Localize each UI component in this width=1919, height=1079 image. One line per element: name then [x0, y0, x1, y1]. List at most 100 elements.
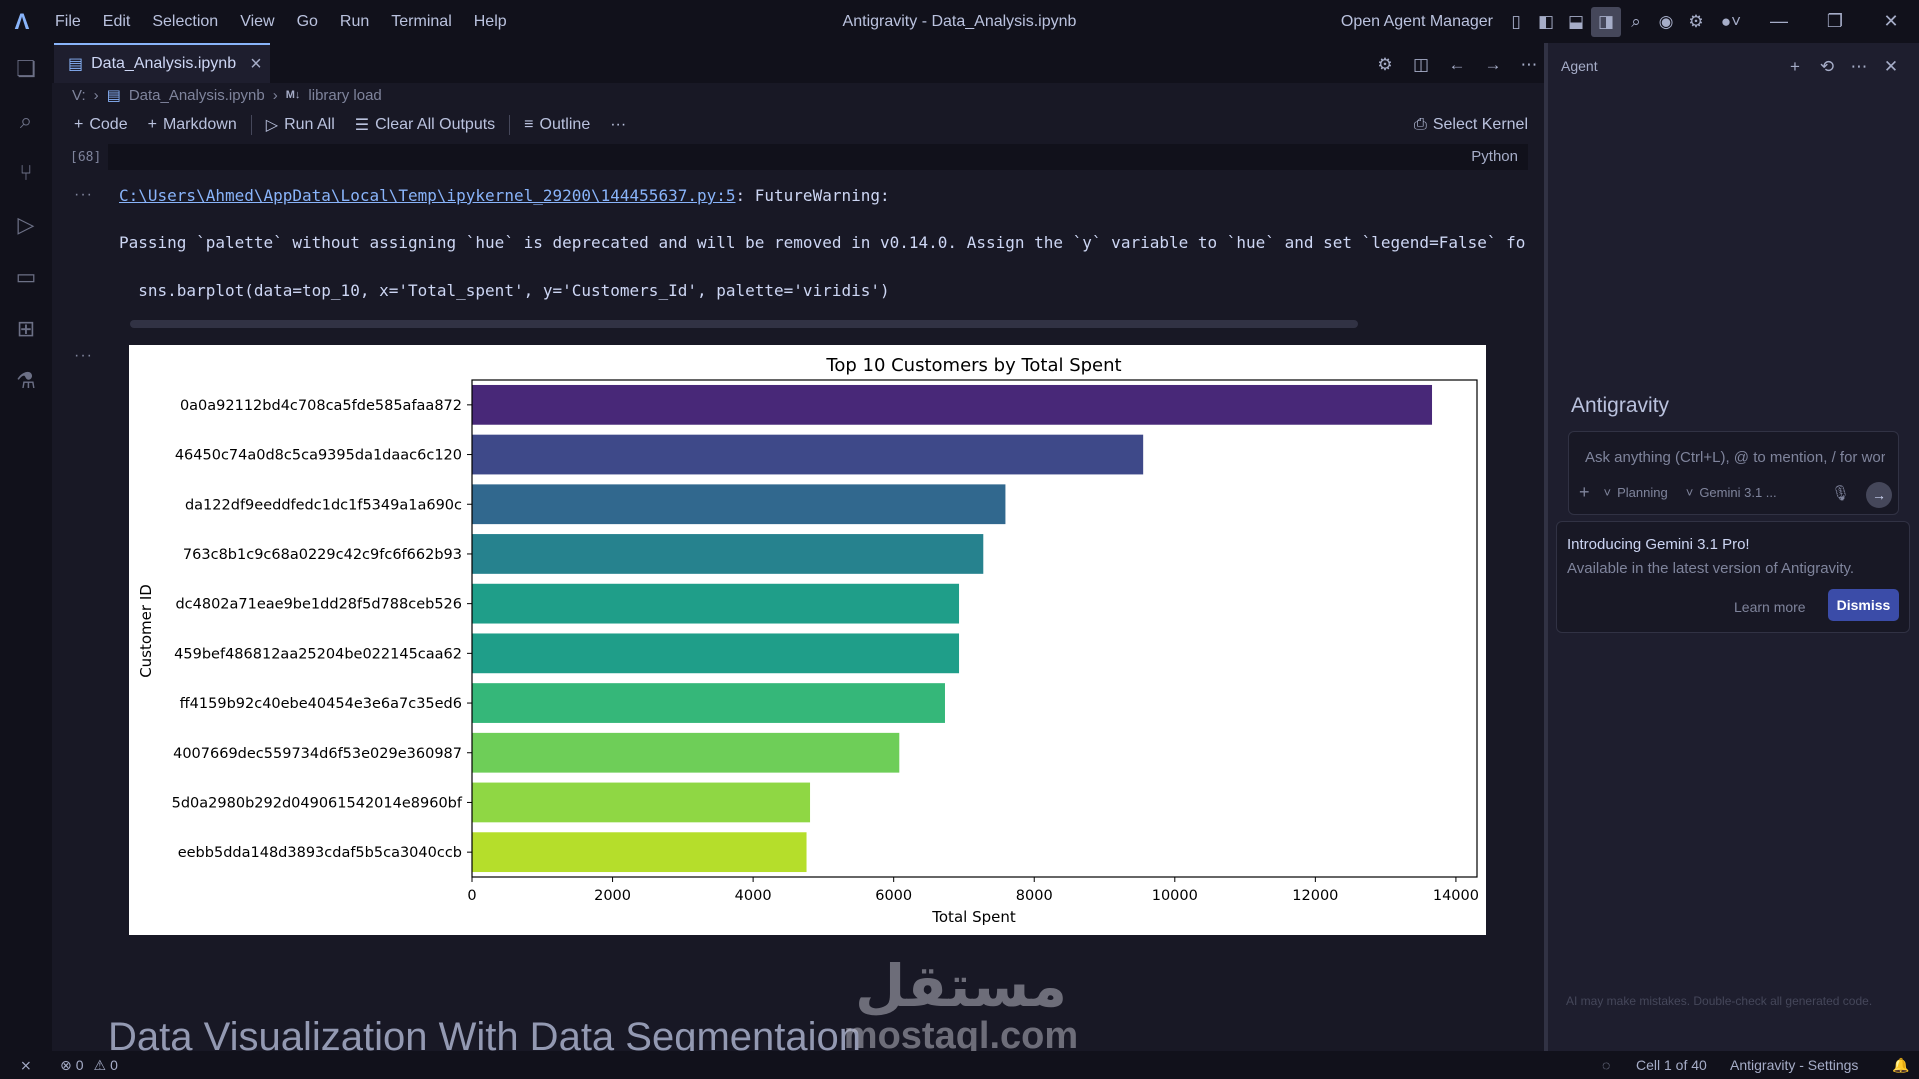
restore-icon[interactable]: ❐ [1826, 11, 1844, 31]
bar-8 [472, 732, 900, 773]
output-menu-button[interactable]: ··· [74, 186, 93, 203]
account-avatar-icon[interactable]: ●˅ [1720, 11, 1742, 31]
toggle-panel-icon[interactable]: ⬓ [1567, 11, 1585, 31]
toolbar-more-button[interactable]: ··· [610, 116, 627, 133]
model-dropdown[interactable]: ˅ Gemini 3.1 ... [1685, 485, 1777, 500]
menu-file[interactable]: File [55, 13, 81, 30]
warning-icon: ⚠ [93, 1057, 107, 1073]
bar-6 [472, 633, 960, 674]
new-chat-plus-icon[interactable]: + [1790, 57, 1800, 76]
watermark-logo: مستقل mostaql.com [836, 955, 1086, 1055]
close-icon[interactable]: ✕ [1883, 57, 1899, 76]
y-tick-label: 4007669dec559734d6f53e029e360987 [173, 746, 462, 762]
explorer-icon[interactable]: ❏ [16, 56, 36, 81]
bar-10 [472, 832, 807, 873]
menu-terminal[interactable]: Terminal [391, 13, 452, 30]
chart-title: Top 10 Customers by Total Spent [825, 355, 1121, 376]
agent-chat-input[interactable] [1583, 448, 1887, 467]
chart-container: Top 10 Customers by Total Spent Total Sp… [129, 345, 1486, 935]
tab-close-icon[interactable]: × [250, 52, 262, 75]
chevron-right-icon: › [93, 86, 99, 104]
cell-position[interactable]: Cell 1 of 40 [1636, 1057, 1707, 1073]
remote-indicator-icon[interactable]: ⨯ [20, 1057, 32, 1073]
send-arrow-icon[interactable]: → [1866, 482, 1892, 508]
arrow-left-icon[interactable]: ← [1448, 55, 1466, 74]
breadcrumb-section[interactable]: library load [308, 86, 382, 104]
agent-chat-box: + ˅Planning ˅Gemini 3.1 ... 🎙 → [1568, 431, 1899, 515]
breadcrumb-file[interactable]: Data_Analysis.ipynb [128, 86, 265, 104]
minimize-icon[interactable]: — [1770, 11, 1788, 31]
more-actions-icon[interactable]: ⋯ [1520, 55, 1538, 74]
layout-sidebar-icon[interactable]: ▯ [1511, 11, 1521, 31]
search-icon[interactable]: ⌕ [1631, 11, 1641, 31]
tab-label: Data_Analysis.ipynb [91, 55, 237, 72]
panel-sash[interactable] [1544, 43, 1548, 1051]
select-kernel-button[interactable]: ⎙ Select Kernel [1414, 116, 1528, 133]
popup-subtitle: Available in the latest version of Antig… [1567, 560, 1855, 577]
execution-count: [68] [70, 150, 102, 165]
extensions-icon[interactable]: ⊞ [16, 316, 36, 341]
toggle-secondary-sidebar-icon[interactable]: ◨ [1591, 6, 1621, 37]
gear-icon[interactable]: ⚙ [1688, 11, 1704, 31]
tab-data-analysis[interactable]: ▤ Data_Analysis.ipynb × [54, 43, 270, 83]
plot-frame [471, 379, 1478, 878]
output-horizontal-scrollbar[interactable] [130, 320, 1358, 328]
dismiss-button[interactable]: Dismiss [1828, 589, 1899, 621]
search-icon[interactable]: ⌕ [19, 108, 33, 133]
warning-line: C:\Users\Ahmed\AppData\Local\Temp\ipyker… [119, 186, 890, 205]
open-agent-manager-button[interactable]: Open Agent Manager [1340, 12, 1493, 30]
learn-more-link[interactable]: Learn more [1734, 599, 1806, 615]
add-markdown-cell-button[interactable]: + Markdown [147, 116, 237, 133]
tab-bar [52, 43, 1544, 83]
remote-explorer-icon[interactable]: ▭ [15, 264, 37, 289]
more-icon[interactable]: ⋯ [1850, 57, 1868, 76]
clear-lines-icon: ☰ [354, 117, 370, 134]
split-editor-icon[interactable]: ◫ [1412, 55, 1430, 74]
y-tick-label: dc4802a71eae9be1dd28f5d788ceb526 [175, 597, 462, 613]
bar-3 [472, 484, 1006, 525]
menu-run[interactable]: Run [339, 13, 370, 30]
close-icon[interactable]: ✕ [1883, 11, 1899, 31]
x-axis-label: Total Spent [931, 908, 1016, 926]
output-menu-button[interactable]: ··· [74, 347, 93, 364]
code-cell-collapsed[interactable] [108, 144, 1528, 170]
clear-all-outputs-button[interactable]: ☰ Clear All Outputs [354, 116, 496, 134]
run-debug-icon[interactable]: ▷ [17, 212, 35, 237]
menu-view[interactable]: View [240, 13, 275, 30]
browser-icon[interactable]: ◉ [1658, 11, 1674, 31]
problems-indicator[interactable]: ⊗ 0 ⚠ 0 [60, 1051, 118, 1079]
outline-button[interactable]: ≡ Outline [524, 116, 591, 133]
y-tick-label: 763c8b1c9c68a0229c42c9fc6f662b93 [183, 547, 462, 563]
add-context-plus-icon[interactable]: + [1579, 482, 1590, 502]
menu-help[interactable]: Help [473, 13, 507, 30]
source-control-icon[interactable]: ⑂ [19, 160, 33, 185]
breadcrumb-drive[interactable]: V: [72, 86, 86, 104]
mode-dropdown[interactable]: ˅ Planning [1603, 485, 1668, 500]
menu-selection[interactable]: Selection [152, 13, 219, 30]
bar-4 [472, 534, 984, 574]
add-code-cell-button[interactable]: + Code [74, 116, 128, 133]
gemini-announcement-popup: Introducing Gemini 3.1 Pro! Available in… [1556, 521, 1910, 633]
x-tick-label: 10000 [1152, 888, 1198, 904]
error-icon: ⊗ [60, 1057, 72, 1073]
x-tick-label: 0 [467, 888, 476, 904]
toggle-primary-sidebar-icon[interactable]: ◧ [1537, 11, 1555, 31]
cell-language[interactable]: Python [1471, 148, 1518, 165]
menu-go[interactable]: Go [296, 13, 318, 30]
arrow-right-icon[interactable]: → [1484, 55, 1502, 74]
y-tick-label: eebb5dda148d3893cdaf5b5ca3040ccb [178, 845, 462, 861]
activity-bar: ❏ ⌕ ⑂ ▷ ▭ ⊞ ⚗ [0, 43, 52, 1051]
popup-title: Introducing Gemini 3.1 Pro! [1567, 536, 1750, 553]
menu-edit[interactable]: Edit [102, 13, 131, 30]
run-all-button[interactable]: ▷ Run All [265, 116, 335, 134]
antigravity-settings[interactable]: Antigravity - Settings [1730, 1057, 1859, 1073]
history-icon[interactable]: ⟲ [1819, 57, 1835, 76]
notebook-settings-gear-icon[interactable]: ⚙ [1377, 55, 1393, 74]
warning-file-link[interactable]: C:\Users\Ahmed\AppData\Local\Temp\ipyker… [119, 186, 736, 205]
y-tick-label: 459bef486812aa25204be022145caa62 [174, 646, 462, 662]
y-tick-label: 46450c74a0d8c5ca9395da1daac6c120 [175, 448, 462, 464]
microphone-icon[interactable]: 🎙 [1830, 484, 1850, 502]
agent-chat-tools: + ˅ Planning ˅ Gemini 3.1 ... 🎙 [1579, 482, 1894, 503]
testing-flask-icon[interactable]: ⚗ [16, 368, 36, 393]
notifications-bell-icon[interactable]: 🔔 [1892, 1057, 1910, 1073]
